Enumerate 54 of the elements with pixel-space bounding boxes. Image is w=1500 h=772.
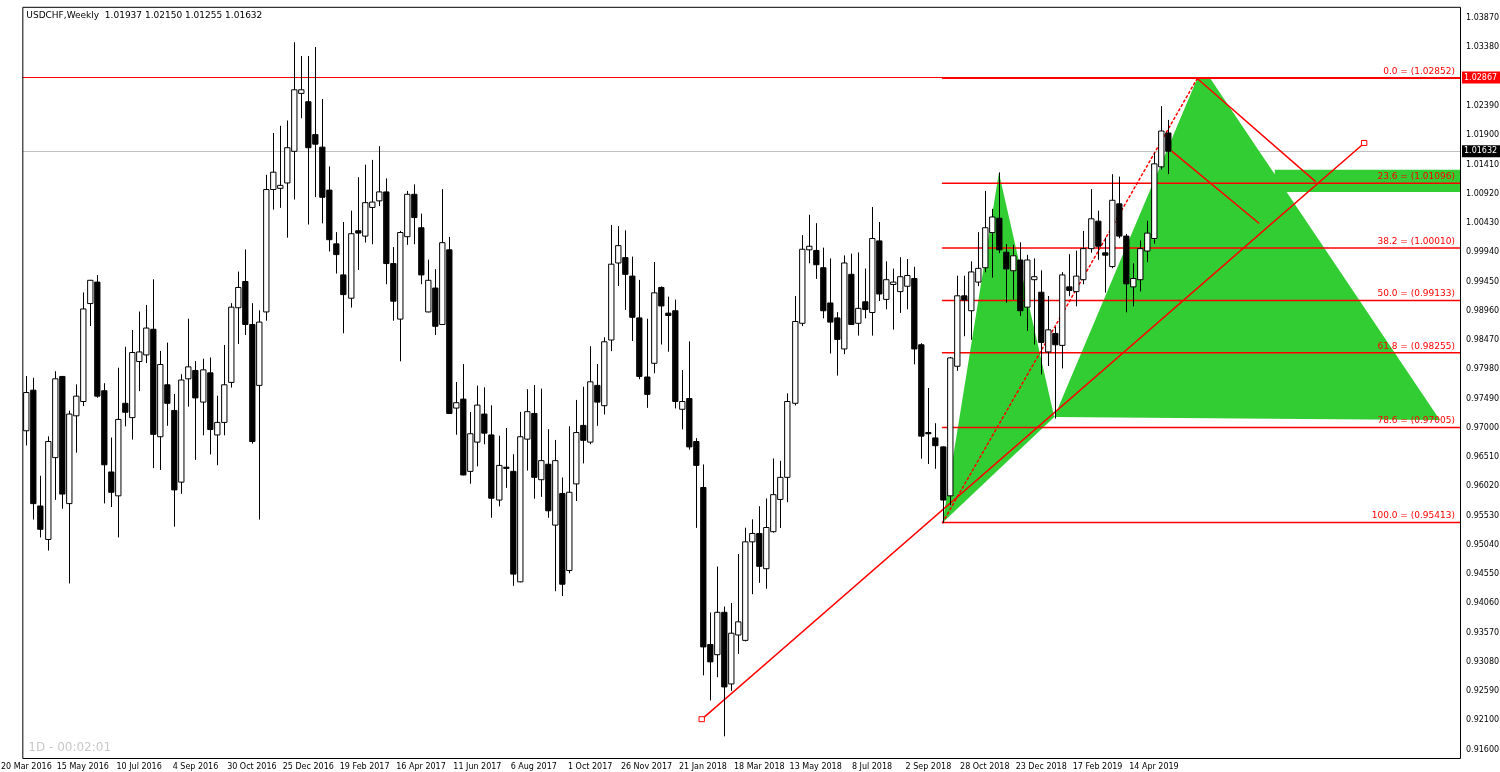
x-tick-label: 14 Apr 2019 <box>1129 761 1179 771</box>
x-tick-label: 6 Aug 2017 <box>510 761 557 771</box>
y-tick-label: 0.94550 <box>1466 569 1500 579</box>
y-tick-label: 0.94060 <box>1466 598 1500 608</box>
y-tick-label: 0.96020 <box>1466 481 1500 491</box>
y-tick-label: 0.96510 <box>1466 452 1500 462</box>
ref-line-label: 1.01632 <box>1464 146 1498 156</box>
x-tick-label: 18 Mar 2018 <box>733 761 785 771</box>
x-tick-label: 4 Sep 2016 <box>172 761 219 771</box>
y-tick-label: 0.99940 <box>1466 247 1500 257</box>
y-tick-label: 0.97490 <box>1466 393 1500 403</box>
y-tick-label: 0.93570 <box>1466 627 1500 637</box>
x-tick-label: 1 Oct 2017 <box>567 761 613 771</box>
y-tick-label: 0.97000 <box>1466 422 1500 432</box>
y-tick-label: 0.91600 <box>1466 745 1500 755</box>
y-tick-label: 0.98470 <box>1466 335 1500 345</box>
x-tick-label: 16 Apr 2017 <box>396 761 446 771</box>
x-tick-label: 10 Jul 2016 <box>116 761 162 771</box>
x-tick-label: 25 Dec 2016 <box>282 761 334 771</box>
x-tick-label: 26 Nov 2017 <box>620 761 673 771</box>
y-tick-label: 0.98960 <box>1466 305 1500 315</box>
x-tick-label: 23 Dec 2018 <box>1015 761 1067 771</box>
y-tick-label: 0.97980 <box>1466 364 1500 374</box>
x-tick-label: 20 Mar 2016 <box>1 761 52 771</box>
y-tick-label: 0.95040 <box>1466 539 1500 549</box>
series-label: 50.0 = (0.99133) <box>1377 288 1455 299</box>
ref-line-label: 1.02867 <box>1464 72 1498 82</box>
x-tick-label: 15 May 2016 <box>56 761 109 771</box>
x-tick-label: 13 May 2018 <box>789 761 842 771</box>
y-tick-label: 1.01900 <box>1466 130 1500 140</box>
y-tick-label: 0.92100 <box>1466 715 1500 725</box>
series-label: 23.6 = (1.01096) <box>1377 171 1455 182</box>
x-tick-label: 19 Feb 2017 <box>339 761 390 771</box>
x-tick-label: 17 Feb 2019 <box>1072 761 1123 771</box>
y-tick-label: 0.92590 <box>1466 686 1500 696</box>
x-tick-label: 2 Sep 2018 <box>905 761 952 771</box>
y-tick-label: 1.00920 <box>1466 188 1500 198</box>
series-label: 38.2 = (1.00010) <box>1377 235 1455 246</box>
x-tick-label: 11 Jun 2017 <box>453 761 502 771</box>
y-tick-label: 0.95530 <box>1466 510 1500 520</box>
y-tick-label: 0.99450 <box>1466 276 1500 286</box>
y-tick-label: 1.02390 <box>1466 101 1500 110</box>
y-tick-label: 1.01410 <box>1466 159 1500 169</box>
x-tick-label: 21 Jan 2018 <box>678 761 727 771</box>
y-tick-label: 0.93080 <box>1466 656 1500 666</box>
series-label: 100.0 = (0.95413) <box>1371 510 1455 521</box>
y-tick-label: 1.03870 <box>1466 12 1500 22</box>
chart-title: USDCHF,Weekly 1.01937 1.02150 1.01255 1.01632 <box>26 9 263 20</box>
y-tick-label: 1.00430 <box>1466 218 1500 228</box>
x-tick-label: 30 Oct 2016 <box>227 761 277 771</box>
legend-label: 0.0 = (1.02852) <box>1383 66 1455 77</box>
y-tick-label: 1.03380 <box>1466 41 1500 51</box>
x-tick-label: 8 Jul 2018 <box>851 761 893 771</box>
x-tick-label: 28 Oct 2018 <box>960 761 1010 771</box>
